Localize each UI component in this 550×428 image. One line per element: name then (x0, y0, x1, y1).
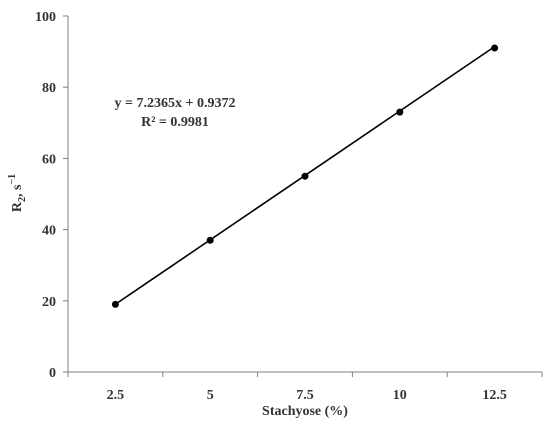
x-tick-label: 7.5 (296, 388, 314, 403)
data-point (206, 236, 214, 244)
equation-label: y = 7.2365x + 0.9372 (115, 96, 236, 111)
x-axis-ticks: 2.5 5 7.5 10 12.5 (67, 372, 543, 403)
y-axis-title-subscript: 2 (17, 197, 28, 202)
x-tick-label: 5 (207, 388, 214, 403)
data-points (111, 44, 499, 308)
data-point (111, 300, 119, 308)
x-tick-label: 12.5 (482, 388, 507, 403)
y-axis-title: R2, s−1 (7, 174, 28, 212)
x-tick-label: 10 (393, 388, 407, 403)
r-squared-label: R² = 0.9981 (141, 115, 209, 130)
y-axis-ticks: 0 20 40 60 80 100 (35, 10, 68, 381)
y-axis-title-rest: , s (10, 184, 25, 197)
data-point (491, 44, 499, 52)
y-tick-label: 0 (49, 366, 56, 381)
y-tick-label: 60 (42, 152, 56, 167)
y-tick-label: 20 (42, 295, 56, 310)
y-tick-label: 80 (42, 81, 56, 96)
y-tick-label: 40 (42, 224, 56, 239)
y-tick-label: 100 (35, 10, 56, 25)
data-point (396, 108, 404, 116)
x-axis-title: Stachyose (%) (262, 404, 348, 419)
x-tick-label: 2.5 (107, 388, 125, 403)
data-point (301, 172, 309, 180)
y-axis-title-main: R (10, 201, 25, 212)
y-axis-title-superscript: −1 (7, 174, 18, 185)
